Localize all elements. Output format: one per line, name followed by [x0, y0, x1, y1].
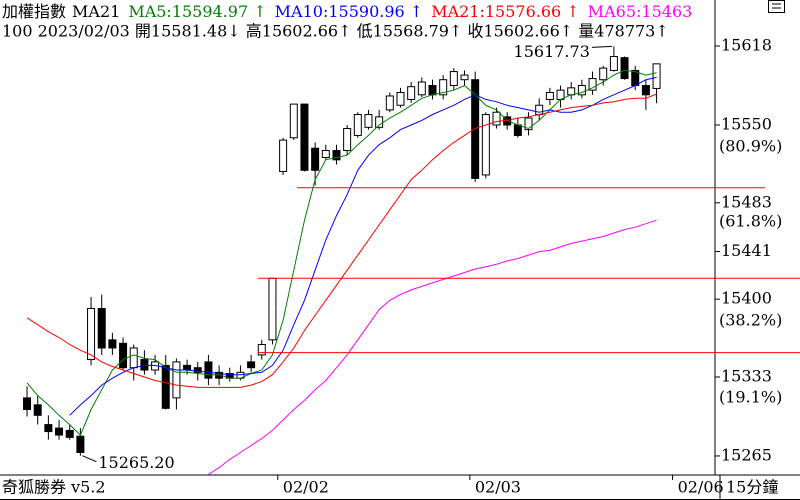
candle-down [183, 364, 192, 371]
fib-label: (61.8%) [719, 211, 782, 230]
annotation-leader [82, 455, 97, 463]
candle-down [55, 427, 64, 436]
candle-up [343, 127, 352, 152]
candle-down [97, 307, 106, 349]
candle-down [108, 339, 117, 349]
candle-up [417, 81, 426, 96]
ma-line [208, 219, 657, 475]
low-annotation: 15265.20 [98, 453, 174, 472]
candle-down [161, 364, 170, 409]
candle-up [439, 79, 448, 96]
candle-down [44, 424, 53, 433]
candle-down [428, 85, 437, 96]
candle-up [257, 343, 266, 356]
legend-entry: MA65:15463 [588, 2, 693, 21]
y-tick-label: 15333 [721, 366, 772, 385]
fib-label: (38.2%) [719, 311, 782, 330]
candle-down [641, 85, 650, 96]
candle-up [407, 86, 416, 100]
header: 加權指數 MA21 MA5:15594.97 ↑ MA10:15590.96 ↑ MA2… [2, 2, 692, 41]
period: 15分鐘 [726, 478, 778, 497]
candle-up [535, 104, 544, 116]
indicator: MA21 [72, 2, 120, 21]
candle-up [599, 67, 608, 81]
candle-up [588, 78, 597, 91]
candle-down [215, 371, 224, 379]
candle-down [193, 367, 202, 373]
legend-entry: MA21:15576.66 ↑ [431, 2, 580, 21]
candle-up [364, 114, 373, 128]
candle-up [268, 277, 277, 341]
candle-up [321, 150, 330, 159]
candle-down [300, 103, 309, 171]
ma-line [26, 93, 657, 388]
candle-up [87, 307, 96, 361]
annotation-leader [591, 45, 612, 48]
candle-down [513, 124, 522, 136]
y-tick-label: 15441 [721, 241, 772, 260]
candle-up [652, 63, 661, 89]
ma-line [26, 69, 657, 436]
candle-up [449, 71, 458, 87]
candle-down [140, 359, 149, 371]
candle-up [577, 85, 586, 96]
candle-up [609, 55, 618, 71]
candle-up [524, 117, 533, 131]
x-tick-label: 02/03 [475, 478, 521, 497]
candle-down [65, 429, 74, 438]
candle-down [33, 404, 42, 416]
candle-down [247, 361, 256, 369]
footer: 奇狐勝券 v5.2 [2, 478, 106, 497]
candle-up [375, 116, 384, 128]
candle-up [492, 111, 501, 126]
icon-box[interactable] [768, 0, 785, 13]
header-line: 加權指數 MA21 MA5:15594.97 ↑ MA10:15590.96 ↑ MA2… [2, 2, 692, 21]
candle-up [353, 114, 362, 136]
candle-up [129, 347, 138, 369]
fib-label: (19.1%) [719, 387, 782, 406]
candle-down [76, 435, 85, 453]
fib-label: (80.9%) [719, 137, 782, 156]
ma-line [69, 76, 657, 416]
candle-up [396, 91, 405, 106]
legend-entry: MA10:15590.96 ↑ [275, 2, 424, 21]
x-tick-label: 02/02 [283, 478, 329, 497]
y-tick-label: 15618 [721, 36, 772, 55]
candle-up [289, 103, 298, 139]
candle-down [311, 147, 320, 171]
candle-up [172, 361, 181, 399]
candle-up [481, 114, 490, 176]
candle-up [279, 139, 288, 172]
menu-icon[interactable] [768, 0, 785, 13]
plot [23, 46, 661, 475]
chart-title: 加權指數 [2, 2, 66, 21]
y-tick-label: 15550 [721, 114, 772, 133]
candle-down [23, 397, 32, 411]
candle-down [119, 342, 128, 369]
candle-down [332, 150, 341, 161]
legend-entry: MA5:15594.97 ↑ [128, 2, 266, 21]
candle-up [545, 91, 554, 100]
candle-up [567, 87, 576, 96]
y-tick-label: 15483 [721, 192, 772, 211]
info-line: 100 2023/02/03 開15581.48↓ 高15602.66↑ 低15… [2, 22, 669, 41]
candle-down [620, 57, 629, 80]
x-tick-label: 02/06 [678, 478, 724, 497]
candle-down [204, 361, 213, 379]
candle-up [385, 95, 394, 111]
y-tick-label: 15265 [721, 445, 772, 464]
high-annotation: 15617.73 [514, 42, 590, 61]
y-tick-label: 15400 [721, 289, 772, 308]
candle-up [460, 74, 469, 81]
